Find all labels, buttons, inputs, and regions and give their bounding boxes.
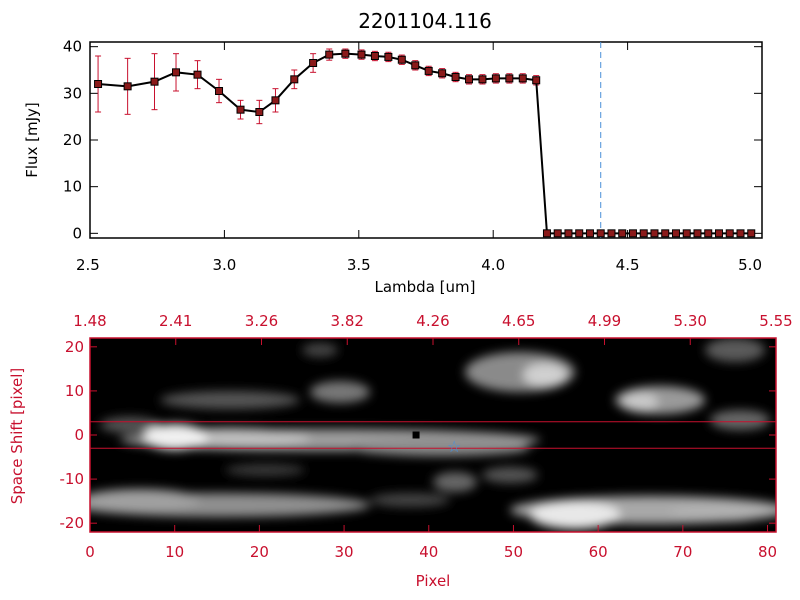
data-point: [172, 68, 181, 77]
data-point: [451, 73, 460, 81]
image-x-axis: 0 10 20 30 40 50 60 70 80: [85, 525, 777, 561]
data-point: [411, 61, 420, 70]
y-tick-label: -10: [60, 470, 85, 488]
data-point: [370, 52, 379, 60]
x-tick-label: 60: [589, 543, 608, 561]
y-tick-label: 0: [72, 224, 82, 242]
data-point: [596, 229, 605, 238]
data-point: [357, 50, 366, 59]
data-point: [150, 77, 159, 86]
spectrum-x-axis-label: Lambda [um]: [375, 278, 476, 296]
image-x-axis-label: Pixel: [416, 572, 451, 590]
x-tick-label: 80: [758, 543, 777, 561]
data-point: [639, 229, 648, 238]
data-point: [518, 74, 527, 83]
trace-position-marker: [412, 431, 420, 439]
data-point: [607, 229, 616, 238]
wavelength-tick-label: 2.41: [159, 312, 192, 330]
data-point: [564, 229, 573, 238]
x-tick-label: 3.5: [347, 256, 371, 274]
data-point: [553, 229, 562, 238]
wavelength-tick-label: 5.55: [759, 312, 792, 330]
y-tick-label: 40: [63, 38, 82, 56]
data-point: [290, 75, 299, 84]
wavelength-tick-label: 4.65: [502, 312, 535, 330]
data-point: [505, 74, 514, 83]
flux-data-points: [94, 49, 756, 238]
y-tick-label: 10: [65, 382, 84, 400]
data-point: [193, 70, 202, 79]
image-wavelength-axis: 1.48 2.41 3.26 3.82 4.26 4.65 4.99 5.30 5.55: [73, 312, 793, 345]
data-point: [465, 75, 474, 84]
flux-series-line: [97, 52, 752, 235]
data-point: [575, 229, 584, 238]
data-point: [215, 87, 224, 95]
data-point: [747, 229, 756, 238]
data-point: [532, 76, 541, 85]
x-tick-label: 4.5: [616, 256, 640, 274]
data-point: [123, 82, 132, 91]
x-tick-label: 10: [165, 543, 184, 561]
data-point: [693, 229, 702, 238]
y-tick-label: 30: [63, 84, 82, 102]
data-point: [94, 80, 103, 88]
image-y-axis: -20 -10 0 10 20: [60, 338, 776, 532]
x-tick-label: 0: [85, 543, 95, 561]
data-point: [341, 49, 350, 58]
data-point: [325, 50, 334, 59]
data-point: [725, 229, 734, 238]
y-tick-label: -20: [60, 514, 85, 532]
wavelength-tick-label: 4.99: [588, 312, 621, 330]
data-point: [424, 66, 433, 75]
data-point: [714, 229, 723, 238]
data-point: [271, 96, 280, 105]
y-tick-label: 20: [65, 338, 84, 356]
wavelength-tick-label: 3.82: [331, 312, 364, 330]
data-point: [478, 75, 487, 84]
data-point: [542, 229, 551, 238]
x-tick-label: 50: [504, 543, 523, 561]
y-tick-label: 10: [63, 178, 82, 196]
x-tick-label: 4.0: [481, 256, 505, 274]
x-tick-label: 3.0: [212, 256, 236, 274]
data-point: [491, 74, 500, 83]
x-tick-label: 20: [250, 543, 269, 561]
data-point: [671, 229, 680, 238]
x-tick-label: 5.0: [738, 256, 762, 274]
data-point: [682, 229, 691, 238]
wavelength-tick-label: 5.30: [674, 312, 707, 330]
wavelength-tick-label: 3.26: [245, 312, 278, 330]
image-y-axis-label: Space Shift [pixel]: [8, 368, 26, 505]
spectrum-y-axis: 0 10 20 30 40: [63, 38, 762, 242]
x-tick-label: 2.5: [76, 256, 100, 274]
data-point: [628, 229, 637, 238]
data-point: [384, 52, 393, 61]
data-point: [650, 229, 659, 238]
data-point: [661, 229, 670, 238]
data-point: [585, 229, 594, 238]
spectrum-x-axis: 2.5 3.0 3.5 4.0 4.5 5.0: [76, 42, 763, 274]
data-point: [236, 105, 245, 114]
y-tick-label: 20: [63, 131, 82, 149]
chart-title: 2201104.116: [358, 9, 492, 33]
star-icon: ☆: [447, 437, 461, 456]
spectrum-y-axis-label: Flux [mJy]: [23, 102, 41, 178]
data-point: [255, 108, 264, 116]
data-point: [438, 69, 447, 78]
data-point: [736, 229, 745, 238]
wavelength-tick-label: 1.48: [73, 312, 106, 330]
spectrum-image: [90, 338, 776, 529]
x-tick-label: 40: [419, 543, 438, 561]
data-point: [397, 55, 406, 64]
data-point: [309, 59, 318, 67]
x-tick-label: 30: [335, 543, 354, 561]
data-point: [704, 229, 713, 238]
data-point: [618, 229, 627, 238]
wavelength-tick-label: 4.26: [416, 312, 449, 330]
x-tick-label: 70: [673, 543, 692, 561]
y-tick-label: 0: [74, 426, 84, 444]
